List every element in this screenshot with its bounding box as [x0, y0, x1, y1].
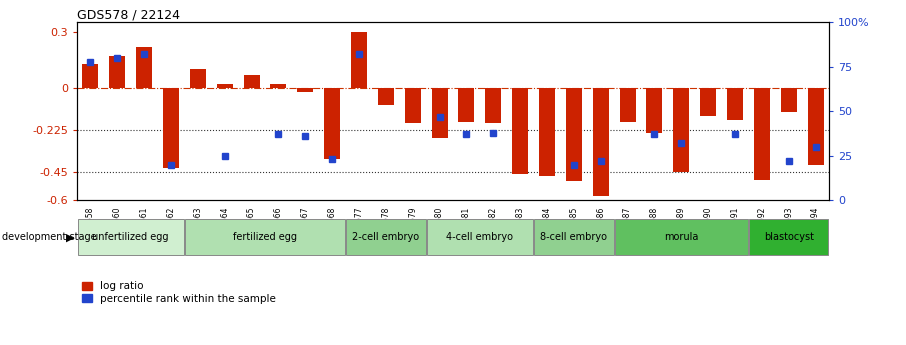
FancyBboxPatch shape	[346, 219, 426, 255]
Bar	[244, 75, 260, 88]
FancyBboxPatch shape	[185, 219, 345, 255]
Bar	[82, 63, 99, 88]
Bar	[190, 69, 206, 88]
Bar	[593, 88, 609, 196]
FancyBboxPatch shape	[78, 219, 184, 255]
FancyBboxPatch shape	[614, 219, 747, 255]
Bar	[539, 88, 555, 176]
Text: 2-cell embryo: 2-cell embryo	[352, 232, 419, 242]
Text: unfertilized egg: unfertilized egg	[92, 232, 169, 242]
Bar	[620, 88, 636, 121]
Bar	[754, 88, 770, 179]
Text: fertilized egg: fertilized egg	[233, 232, 297, 242]
Text: morula: morula	[664, 232, 699, 242]
Text: development stage: development stage	[2, 232, 96, 242]
Text: 4-cell embryo: 4-cell embryo	[447, 232, 514, 242]
Bar	[781, 88, 796, 112]
Bar	[351, 32, 367, 88]
Bar	[646, 88, 662, 133]
FancyBboxPatch shape	[427, 219, 533, 255]
Bar	[486, 88, 501, 124]
Bar	[700, 88, 716, 116]
Bar	[270, 84, 286, 88]
FancyBboxPatch shape	[749, 219, 828, 255]
Text: GDS578 / 22124: GDS578 / 22124	[77, 8, 180, 21]
Bar	[673, 88, 689, 172]
FancyBboxPatch shape	[535, 219, 613, 255]
Legend: log ratio, percentile rank within the sample: log ratio, percentile rank within the sa…	[82, 281, 275, 304]
Bar	[136, 47, 152, 88]
Bar	[378, 88, 394, 105]
Text: 8-cell embryo: 8-cell embryo	[540, 232, 607, 242]
Bar	[431, 88, 448, 138]
Bar	[324, 88, 340, 159]
Bar	[458, 88, 475, 121]
Bar	[405, 88, 420, 124]
Bar	[217, 84, 233, 88]
Bar	[727, 88, 743, 120]
Bar	[512, 88, 528, 174]
Bar	[807, 88, 824, 165]
Bar	[565, 88, 582, 181]
Bar	[297, 88, 313, 92]
Bar	[110, 56, 125, 88]
Text: blastocyst: blastocyst	[764, 232, 814, 242]
Text: ▶: ▶	[66, 232, 74, 242]
Bar	[163, 88, 179, 168]
